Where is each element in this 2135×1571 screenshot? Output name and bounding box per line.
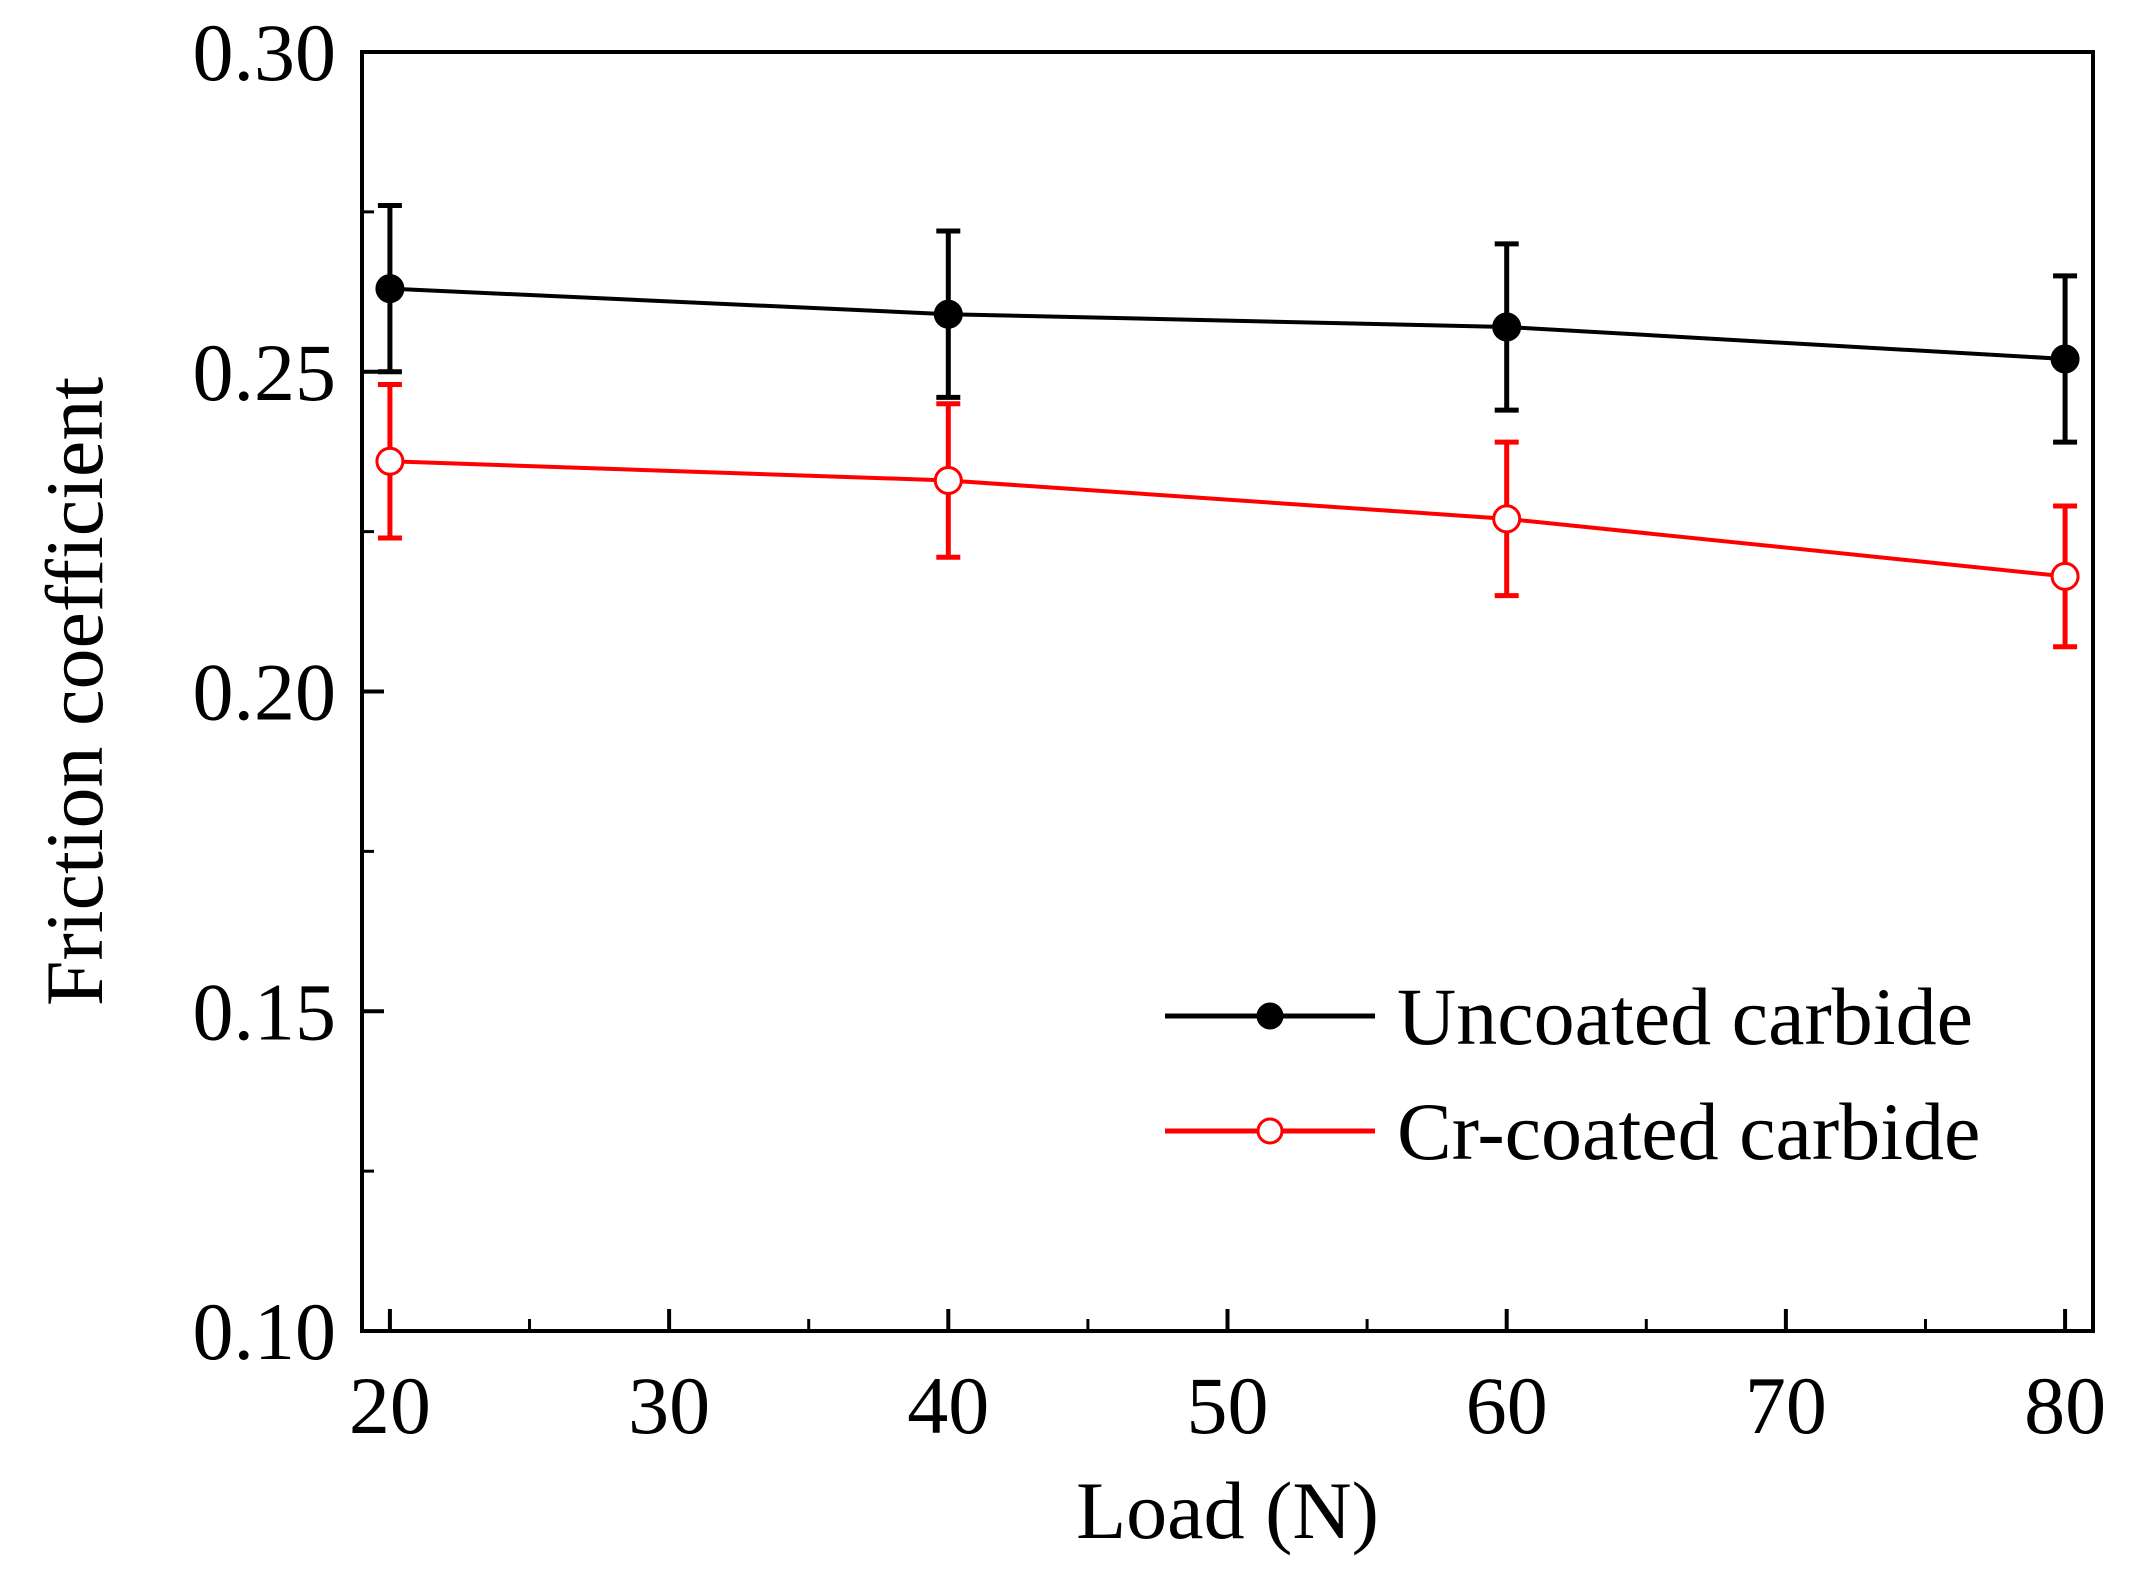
data-point — [1492, 504, 1522, 534]
y-axis-ticks: 0.10 0.15 0.20 0.25 0.30 — [193, 7, 384, 1377]
y-axis-title: Friction coefficient — [29, 377, 120, 1006]
legend-marker — [1256, 1002, 1284, 1030]
y-tick-label: 0.20 — [193, 647, 337, 738]
x-axis-title: Load (N) — [1076, 1465, 1379, 1556]
series-line — [389, 286, 2066, 361]
series-uncoated-carbide — [375, 202, 2080, 445]
series-cr-coated-carbide — [375, 382, 2080, 650]
series-line — [389, 459, 2066, 579]
y-tick-label: 0.30 — [193, 7, 337, 98]
legend-marker — [1256, 1117, 1284, 1145]
legend-label: Uncoated carbide — [1397, 971, 1973, 1062]
data-point — [1492, 312, 1522, 342]
y-tick-label: 0.10 — [193, 1286, 337, 1377]
legend-label: Cr-coated carbide — [1397, 1086, 1980, 1177]
series-layer — [375, 202, 2080, 650]
x-axis-ticks: 20 30 40 50 60 70 80 — [349, 1309, 2106, 1451]
x-tick-label: 80 — [2024, 1360, 2106, 1451]
x-tick-label: 40 — [907, 1360, 989, 1451]
data-point — [2050, 344, 2080, 374]
data-point — [933, 299, 963, 329]
data-point — [375, 446, 405, 476]
x-tick-label: 60 — [1466, 1360, 1548, 1451]
y-tick-label: 0.15 — [193, 966, 337, 1057]
x-tick-label: 50 — [1187, 1360, 1269, 1451]
x-tick-label: 20 — [349, 1360, 431, 1451]
x-tick-label: 70 — [1745, 1360, 1827, 1451]
data-point — [375, 274, 405, 304]
y-tick-label: 0.25 — [193, 327, 337, 418]
data-point — [933, 465, 963, 495]
data-point — [2050, 561, 2080, 591]
legend: Uncoated carbide Cr-coated carbide — [1165, 971, 1980, 1177]
x-tick-label: 30 — [628, 1360, 710, 1451]
